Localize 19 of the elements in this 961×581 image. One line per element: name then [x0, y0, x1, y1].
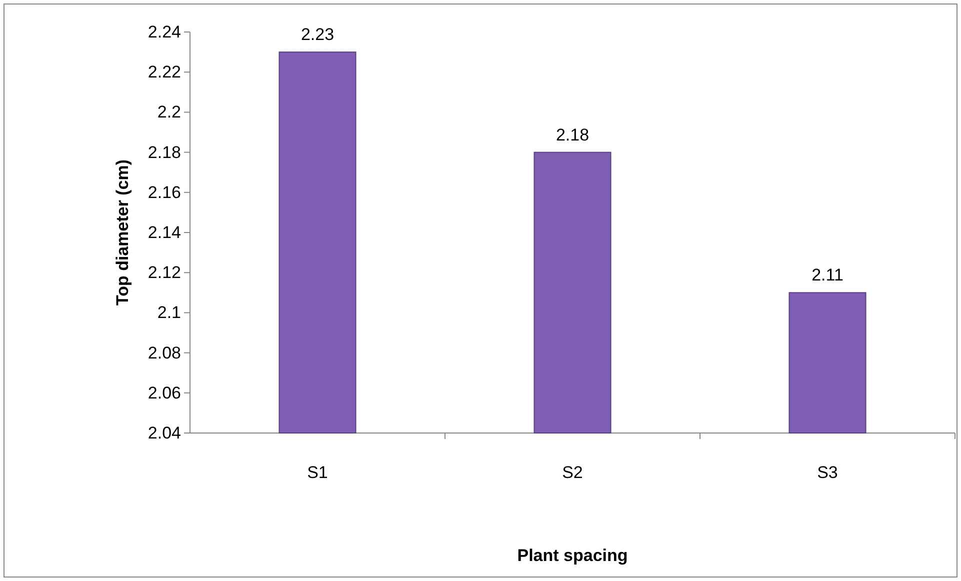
- x-tick-label: S3: [817, 463, 838, 482]
- y-tick-label: 2.2: [157, 102, 181, 122]
- y-tick-label: 2.22: [148, 62, 181, 82]
- data-label: 2.23: [300, 25, 334, 44]
- x-axis-title: Plant spacing: [517, 546, 628, 565]
- y-tick-label: 2.14: [148, 222, 181, 242]
- y-axis-title: Top diameter (cm): [113, 159, 132, 306]
- x-tick-label: S2: [562, 463, 583, 482]
- y-tick-label: 2.16: [148, 182, 181, 202]
- y-tick-label: 2.1: [157, 303, 181, 322]
- x-tick-label: S1: [307, 463, 328, 482]
- y-tick-label: 2.18: [148, 142, 181, 162]
- y-tick-label: 2.24: [148, 22, 181, 42]
- y-tick-label: 2.04: [148, 423, 181, 442]
- y-tick-label: 2.12: [148, 263, 181, 282]
- data-label: 2.18: [556, 125, 590, 144]
- y-tick-label: 2.06: [148, 383, 181, 402]
- data-label: 2.11: [812, 266, 844, 285]
- y-tick-label: 2.08: [148, 343, 181, 362]
